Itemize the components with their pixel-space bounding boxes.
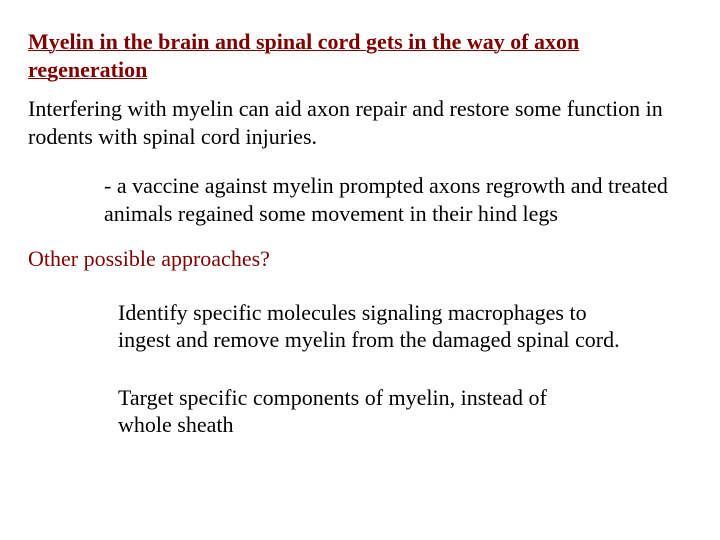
heading: Myelin in the brain and spinal cord gets… [28, 28, 698, 83]
bullet-vaccine: - a vaccine against myelin prompted axon… [28, 172, 698, 227]
subheading-approaches: Other possible approaches? [28, 245, 698, 273]
slide-body: Myelin in the brain and spinal cord gets… [0, 0, 720, 439]
paragraph-target: Target specific components of myelin, in… [28, 384, 698, 439]
paragraph-identify: Identify specific molecules signaling ma… [28, 299, 698, 354]
paragraph-interfering: Interfering with myelin can aid axon rep… [28, 95, 698, 150]
